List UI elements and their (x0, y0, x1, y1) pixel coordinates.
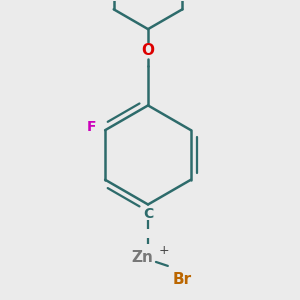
Text: Br: Br (172, 272, 191, 287)
Text: O: O (142, 44, 154, 59)
Text: Zn: Zn (131, 250, 153, 265)
Text: F: F (86, 120, 96, 134)
Text: C: C (143, 207, 153, 221)
Text: +: + (159, 244, 169, 256)
